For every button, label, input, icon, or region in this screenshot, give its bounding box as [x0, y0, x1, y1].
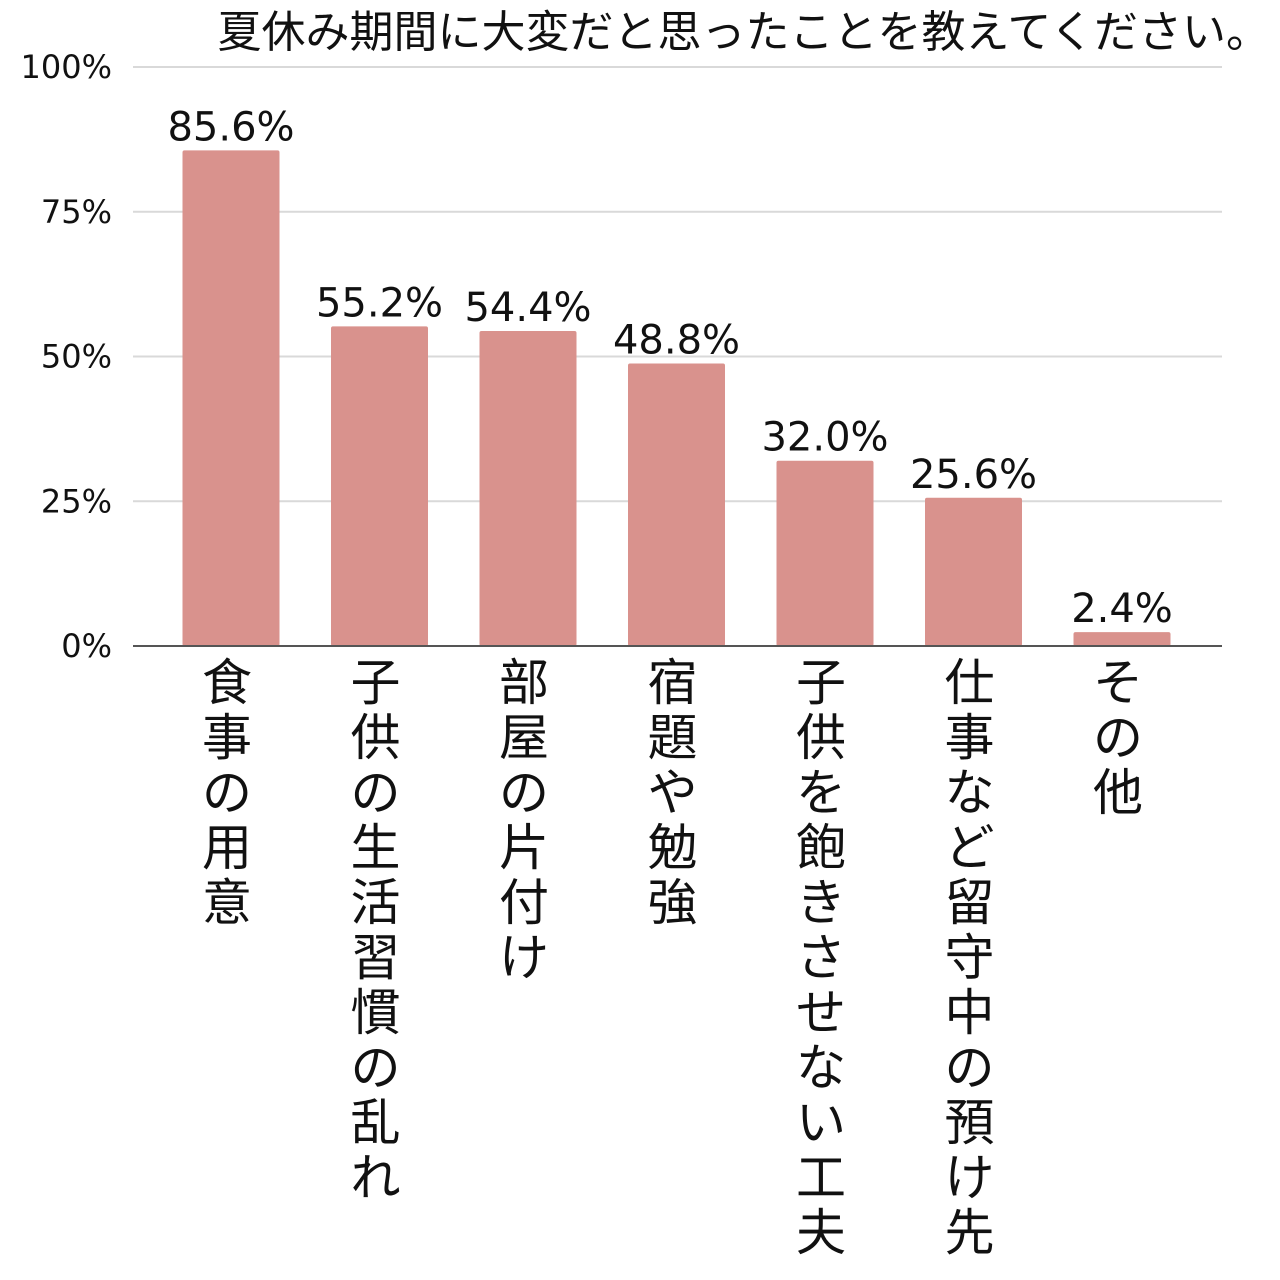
- svg-text:生: 生: [351, 819, 401, 877]
- svg-text:乱: 乱: [351, 1094, 401, 1152]
- svg-text:な: な: [945, 764, 995, 822]
- svg-text:留: 留: [945, 874, 995, 932]
- svg-text:仕: 仕: [945, 654, 995, 712]
- svg-text:の: の: [202, 764, 252, 822]
- svg-text:事: 事: [945, 709, 995, 767]
- svg-text:な: な: [796, 1039, 846, 1097]
- data-label: 32.0%: [761, 415, 888, 461]
- svg-text:用: 用: [202, 819, 252, 877]
- svg-text:そ: そ: [1093, 654, 1143, 712]
- y-tick-label: 0%: [61, 627, 112, 665]
- svg-text:中: 中: [945, 984, 995, 1042]
- svg-text:や: や: [648, 764, 698, 822]
- svg-text:供: 供: [351, 709, 401, 767]
- svg-text:強: 強: [648, 874, 698, 932]
- data-label: 2.4%: [1071, 586, 1173, 632]
- data-labels: 85.6% 55.2% 54.4% 48.8% 32.0% 25.6% 2.4%: [167, 104, 1172, 632]
- data-label: 85.6%: [167, 104, 294, 150]
- svg-text:屋: 屋: [499, 709, 549, 767]
- chart-title: 夏休み期間に大変だと思ったことを教えてください。: [217, 7, 1270, 58]
- bar: [479, 331, 577, 646]
- svg-text:慣: 慣: [351, 984, 401, 1042]
- svg-text:子: 子: [796, 654, 846, 712]
- svg-text:活: 活: [351, 874, 401, 932]
- svg-text:け: け: [945, 1149, 995, 1207]
- svg-text:他: 他: [1093, 764, 1143, 822]
- gridlines: [133, 66, 1222, 503]
- svg-text:を: を: [796, 764, 846, 822]
- bar: [776, 460, 874, 646]
- svg-text:の: の: [499, 764, 549, 822]
- bar: [331, 326, 428, 646]
- svg-text:題: 題: [648, 709, 698, 767]
- svg-text:供: 供: [796, 709, 846, 767]
- svg-text:子: 子: [351, 654, 401, 712]
- svg-text:い: い: [796, 1094, 846, 1152]
- y-tick-label: 50%: [41, 338, 112, 376]
- data-label: 48.8%: [613, 317, 740, 363]
- svg-text:の: の: [351, 1039, 401, 1097]
- data-label: 55.2%: [316, 280, 443, 326]
- svg-text:け: け: [499, 929, 549, 987]
- data-label: 54.4%: [464, 285, 591, 331]
- svg-text:先: 先: [945, 1204, 995, 1262]
- category-labels: 食事の用意子供の生活習慣の乱れ部屋の片付け宿題や勉強子供を飽きさせない工夫仕事な…: [202, 654, 1143, 1262]
- svg-text:片: 片: [499, 819, 549, 877]
- svg-text:夫: 夫: [796, 1204, 846, 1262]
- svg-text:ど: ど: [945, 819, 995, 877]
- svg-text:事: 事: [202, 709, 252, 767]
- bar: [182, 150, 280, 646]
- data-label: 25.6%: [910, 452, 1037, 498]
- bar: [925, 497, 1022, 646]
- y-tick-label: 25%: [41, 482, 112, 520]
- svg-text:工: 工: [796, 1149, 846, 1207]
- svg-text:食: 食: [202, 654, 252, 712]
- svg-text:き: き: [796, 874, 846, 932]
- y-tick-labels: 0% 25% 50% 75% 100%: [21, 48, 112, 665]
- svg-text:れ: れ: [351, 1149, 401, 1207]
- svg-text:宿: 宿: [648, 654, 698, 712]
- bars: [182, 150, 1171, 646]
- y-tick-label: 100%: [21, 48, 112, 86]
- svg-text:飽: 飽: [796, 819, 846, 877]
- bar: [628, 363, 725, 646]
- svg-text:預: 預: [945, 1094, 995, 1152]
- svg-text:さ: さ: [796, 929, 846, 987]
- bar: [1073, 632, 1171, 646]
- svg-text:勉: 勉: [648, 819, 698, 877]
- svg-text:の: の: [351, 764, 401, 822]
- svg-text:せ: せ: [796, 984, 846, 1042]
- category-label: その他: [1093, 654, 1143, 822]
- svg-text:付: 付: [499, 874, 549, 932]
- svg-text:守: 守: [945, 929, 995, 987]
- svg-text:部: 部: [499, 654, 549, 712]
- svg-text:の: の: [945, 1039, 995, 1097]
- svg-text:習: 習: [351, 929, 401, 987]
- y-tick-label: 75%: [41, 193, 112, 231]
- svg-text:意: 意: [202, 874, 252, 932]
- svg-text:の: の: [1093, 709, 1143, 767]
